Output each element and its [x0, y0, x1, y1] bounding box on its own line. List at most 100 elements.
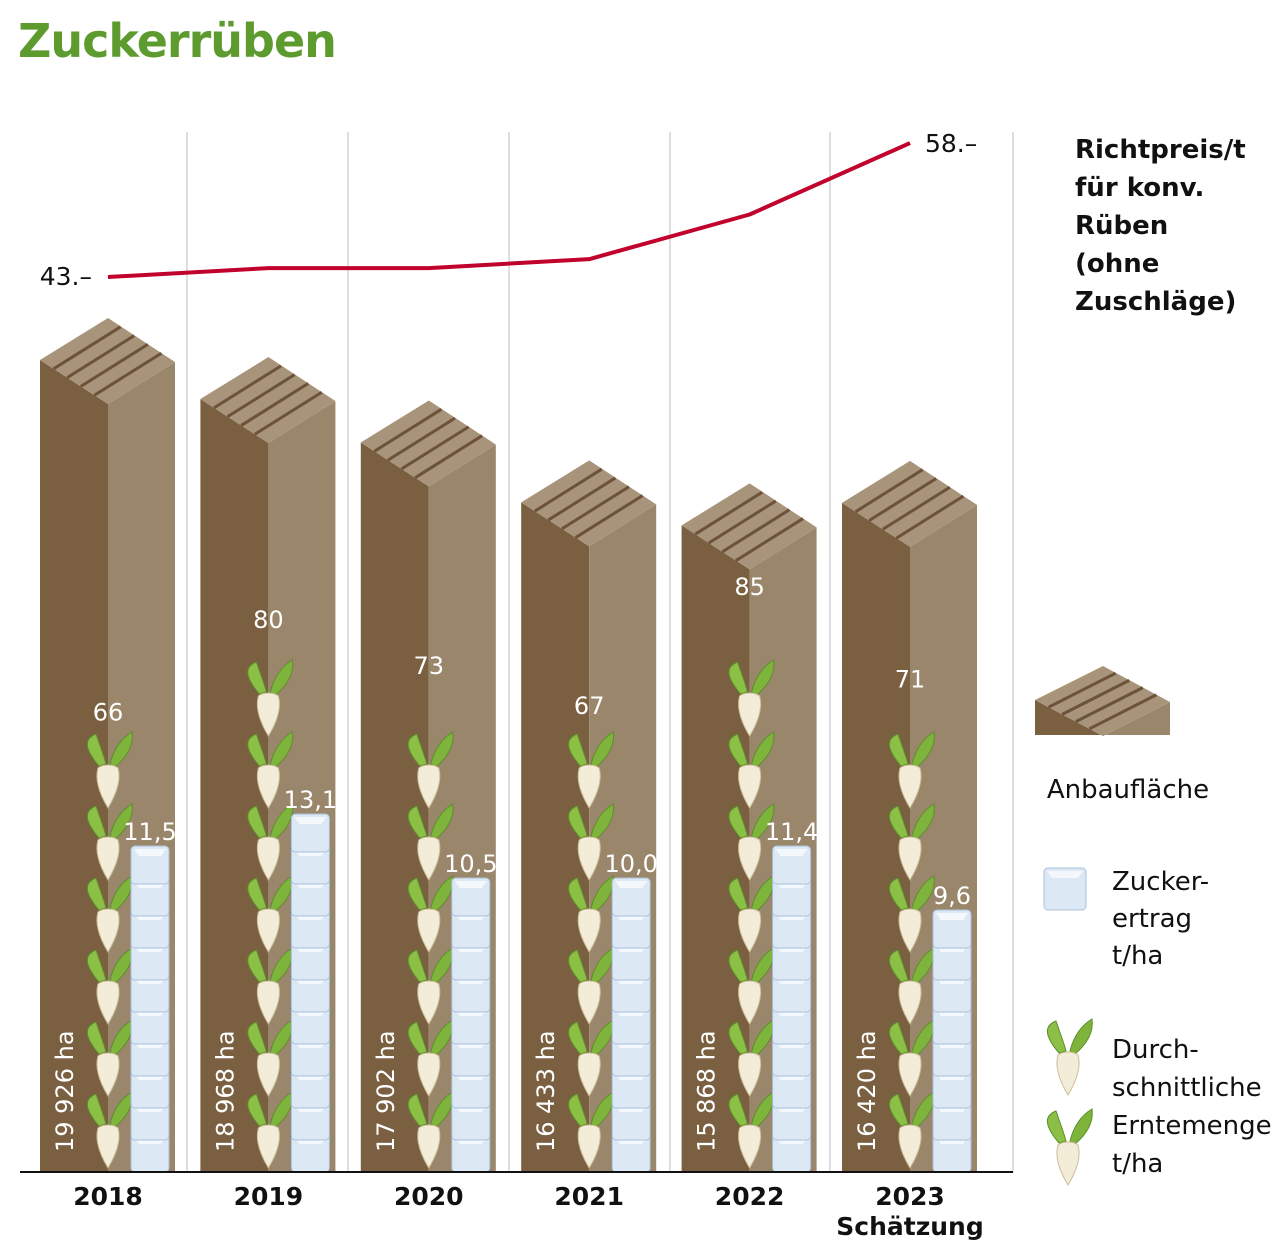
beet-leaf	[590, 803, 614, 841]
bar-top-stripe	[80, 343, 149, 388]
bar-front-face	[842, 502, 910, 1172]
bar-top-stripe	[547, 476, 617, 522]
beet-icon	[568, 803, 614, 881]
beet-icon	[728, 875, 775, 953]
beet-leaf	[888, 1093, 909, 1127]
legend-price-text: Rüben	[1075, 211, 1168, 241]
legend-price-text: Richtpreis/t	[1075, 135, 1246, 165]
bar-group: 18 968 ha 80 13,1 2019	[200, 357, 337, 1211]
beet-icon	[888, 947, 935, 1025]
beet-leaf	[568, 1021, 588, 1055]
beet-leaf	[568, 949, 588, 983]
beet-root	[417, 980, 441, 1025]
beet-leaf	[728, 661, 749, 695]
chart-title: Zuckerrüben	[18, 14, 337, 68]
cube-top	[294, 817, 327, 824]
bar-top-stripe	[213, 364, 282, 410]
legend-price-text: für konv.	[1075, 173, 1204, 203]
beet-icon	[407, 731, 454, 809]
beet-leaf	[590, 875, 614, 913]
bar-front-face	[521, 502, 590, 1173]
beet-icon	[888, 1019, 935, 1097]
bar-group: 15 868 ha 85 11,4 2022	[681, 483, 818, 1211]
beet-leaf	[407, 805, 428, 839]
beet-root	[1056, 1051, 1080, 1096]
beet-icon	[568, 947, 614, 1025]
beet-root	[96, 764, 120, 809]
legend-sugar-text: Zucker-	[1112, 867, 1209, 897]
beet-leaf	[86, 949, 107, 983]
bar-top-stripe	[721, 508, 791, 554]
beet-icon	[247, 731, 294, 809]
beet-root	[96, 908, 120, 953]
sugar-label: 9,6	[933, 882, 971, 910]
beet-icon	[568, 1019, 614, 1097]
beet-root	[738, 764, 762, 809]
cube-top	[775, 849, 808, 856]
beet-icon	[86, 803, 133, 881]
bar-group: 16 420 ha 71 9,6 2023	[842, 460, 977, 1211]
bar-top-stripe	[226, 373, 296, 418]
beet-icon	[247, 659, 294, 737]
legend-harvest-text: Erntemenge	[1112, 1111, 1272, 1141]
beet-icon	[407, 803, 454, 881]
harvest-label: 67	[574, 692, 605, 720]
beet-leaf	[269, 803, 294, 841]
cube-top	[134, 849, 166, 856]
sugar-cube-icon	[1043, 867, 1087, 911]
bar-front-face	[681, 525, 750, 1172]
beet-leaf	[568, 805, 588, 839]
harvest-label: 80	[253, 606, 284, 634]
beet-root	[417, 1124, 441, 1169]
beet-leaf	[751, 659, 775, 697]
beet-leaf	[888, 1021, 909, 1055]
area-label: 18 968 ha	[211, 1030, 239, 1152]
beet-leaf	[407, 733, 428, 767]
beet-leaf	[247, 1093, 268, 1127]
bar-top-stripe	[240, 382, 309, 427]
sugar-cube-icon	[772, 845, 812, 885]
beet-leaf	[1046, 1110, 1067, 1144]
beet-leaf	[247, 1021, 268, 1055]
beet-icon	[728, 947, 775, 1025]
bar-top-face	[40, 318, 175, 405]
year-label: 2022	[715, 1182, 785, 1211]
beet-leaf	[728, 877, 749, 911]
beet-icon	[247, 803, 294, 881]
beet-root	[256, 692, 280, 737]
legend-price-text: Zuschläge)	[1075, 287, 1236, 317]
beet-leaf	[728, 949, 749, 983]
beet-root	[738, 1124, 762, 1169]
beet-icon	[86, 1019, 133, 1097]
bar-top-face	[521, 460, 657, 547]
beet-leaf	[751, 731, 775, 769]
area-label: 16 420 ha	[853, 1030, 881, 1152]
beet-icon	[568, 875, 614, 953]
bar-top-stripe	[1088, 693, 1158, 731]
beet-leaf	[269, 731, 294, 769]
bar-top-stripe	[735, 517, 804, 562]
sugar-cube-icon	[290, 813, 330, 853]
beet-leaf	[247, 949, 268, 983]
beet-leaf	[911, 803, 935, 841]
bar-top-stripe	[854, 468, 924, 513]
beet-icon	[568, 731, 614, 809]
cube-face	[1043, 867, 1087, 911]
bar-top-stripe	[66, 334, 135, 379]
beet-leaf	[247, 805, 268, 839]
beet-icon	[407, 875, 454, 953]
bar-top-face	[1035, 666, 1170, 736]
beet-leaf	[407, 949, 428, 983]
bar-top-stripe	[414, 434, 483, 479]
beet-root	[738, 836, 762, 881]
beet-leaf	[247, 877, 268, 911]
beet-root	[898, 836, 922, 881]
beet-icon	[407, 947, 454, 1025]
beet-icon	[86, 731, 133, 809]
beet-leaf	[728, 805, 749, 839]
beet-leaf	[888, 949, 909, 983]
beet-root	[577, 908, 601, 953]
beet-leaf	[247, 661, 268, 695]
sugar-label: 10,5	[444, 850, 497, 878]
